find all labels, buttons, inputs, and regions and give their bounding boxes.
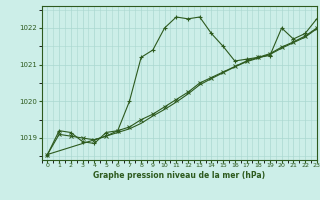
- X-axis label: Graphe pression niveau de la mer (hPa): Graphe pression niveau de la mer (hPa): [93, 171, 265, 180]
